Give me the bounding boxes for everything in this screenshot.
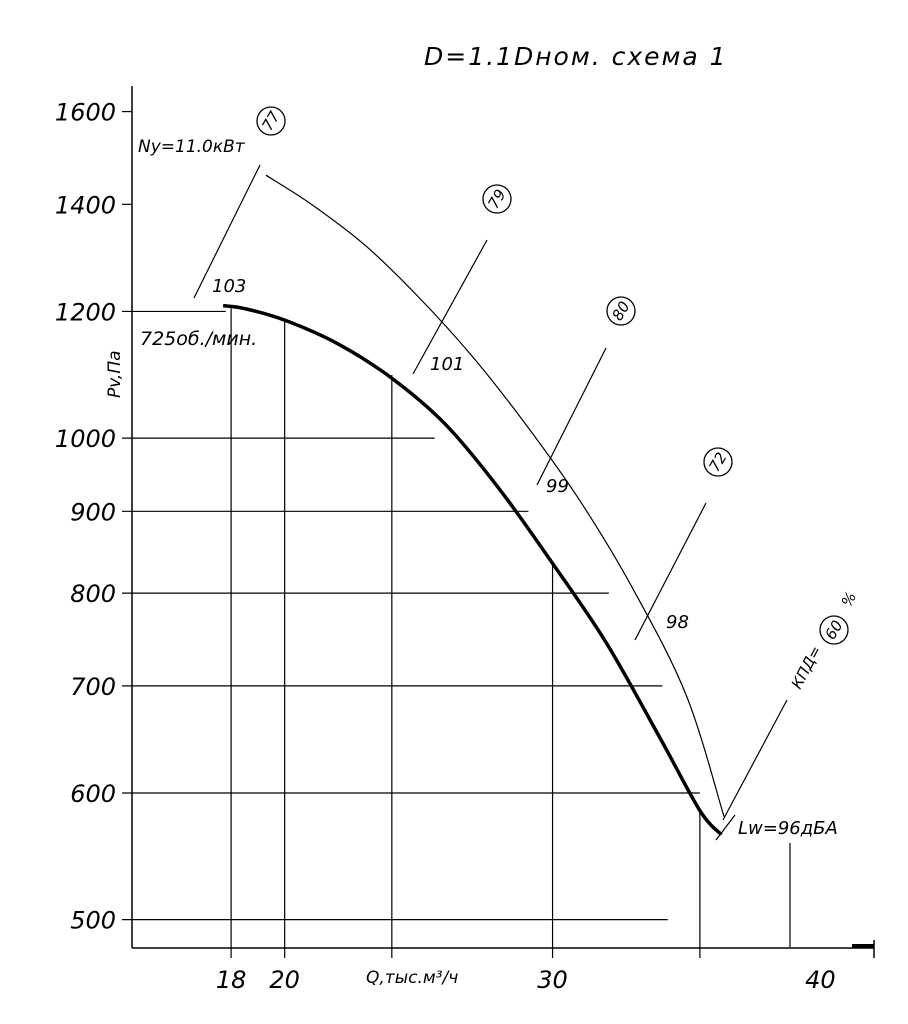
efficiency-line-72 — [634, 502, 707, 641]
y-tick-label: 900 — [70, 498, 116, 526]
efficiency-envelope-curve — [265, 174, 725, 817]
y-tick-label: 1200 — [55, 298, 116, 326]
y-axis-label: Pv,Па — [105, 350, 125, 398]
noise-level-label: Lw=96дБА — [738, 818, 838, 839]
efficiency-circle-60: 60 — [819, 615, 849, 645]
efficiency-unit: % — [838, 589, 861, 610]
efficiency-circle-77: 77 — [256, 106, 286, 136]
x-tick-label: 30 — [537, 966, 568, 994]
efficiency-circle-80: 80 — [606, 296, 636, 326]
y-tick-labels: 500 600 700 800 900 1000 1200 1400 1600 — [55, 99, 116, 935]
y-tick-label: 1600 — [55, 99, 116, 127]
noise-label-98: 98 — [666, 612, 689, 633]
efficiency-label: КПД= — [788, 643, 826, 692]
noise-label-101: 101 — [430, 354, 464, 375]
x-axis-label: Q,тыс.м³/ч — [366, 968, 458, 988]
efficiency-line-79 — [412, 239, 488, 375]
efficiency-line-80 — [536, 347, 607, 486]
axis-corner-mark — [852, 944, 874, 948]
efficiency-circle-72: 72 — [703, 447, 733, 477]
x-tick-label: 20 — [269, 966, 300, 994]
grid-lines — [122, 110, 701, 958]
noise-label-99: 99 — [546, 476, 569, 497]
x-tick-label: 18 — [216, 966, 247, 994]
y-tick-label: 700 — [70, 673, 116, 701]
speed-label: 725об./мин. — [140, 328, 257, 350]
y-tick-label: 800 — [70, 580, 116, 608]
pressure-curve — [222, 303, 723, 836]
x-tick-labels: 18 20 30 40 — [216, 966, 836, 994]
noise-label-103: 103 — [212, 276, 246, 297]
y-tick-label: 1000 — [55, 425, 116, 453]
y-tick-label: 1400 — [55, 191, 116, 219]
efficiency-circle-79: 79 — [482, 184, 512, 214]
y-tick-label: 500 — [70, 907, 116, 935]
chart-title: D=1.1Dном. схема 1 — [424, 42, 728, 71]
envelope-end-connector — [715, 814, 736, 841]
x-tick-label: 40 — [805, 966, 836, 994]
y-tick-label: 600 — [70, 780, 116, 808]
efficiency-line-77 — [193, 164, 261, 299]
power-label: Ny=11.0кВт — [138, 137, 246, 157]
efficiency-line-60 — [722, 699, 788, 821]
